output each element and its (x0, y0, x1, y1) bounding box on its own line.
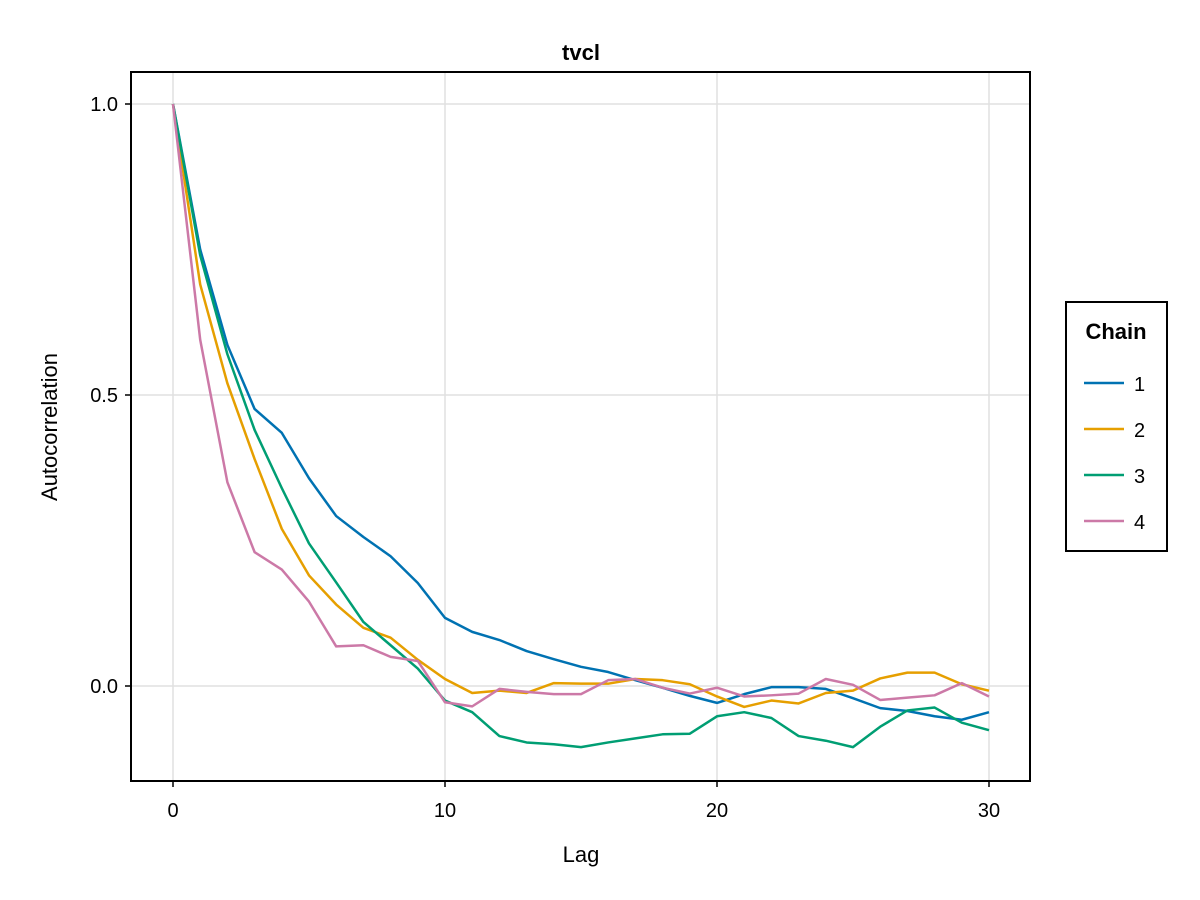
plot-frame (130, 71, 1031, 782)
grid-lines (131, 72, 1030, 781)
x-axis-label: Lag (563, 842, 600, 867)
series-line-chain-1 (171, 103, 990, 722)
series-line-chain-2 (171, 103, 990, 709)
legend-label: 4 (1134, 512, 1145, 534)
legend-label: 1 (1134, 374, 1145, 396)
y-axis-label: Autocorrelation (37, 353, 62, 501)
series-lines (171, 103, 990, 749)
y-axis-ticks: 0.0 0.5 1.0 (90, 94, 131, 698)
y-tick-label: 0.5 (90, 385, 118, 407)
x-tick-label: 0 (167, 800, 178, 822)
legend-label: 2 (1134, 420, 1145, 442)
x-axis-ticks: 0 10 20 30 (167, 781, 1000, 822)
legend-label: 3 (1134, 466, 1145, 488)
chart-title: tvcl (562, 40, 600, 65)
x-tick-label: 10 (434, 800, 456, 822)
legend-box (1065, 301, 1168, 552)
x-tick-label: 20 (706, 800, 728, 822)
x-tick-label: 30 (978, 800, 1000, 822)
legend: Chain 1 2 3 4 (1065, 301, 1168, 552)
series-line-chain-4 (171, 103, 990, 708)
legend-title: Chain (1085, 319, 1146, 344)
y-tick-label: 1.0 (90, 94, 118, 116)
y-tick-label: 0.0 (90, 676, 118, 698)
series-line-chain-3 (171, 103, 990, 749)
